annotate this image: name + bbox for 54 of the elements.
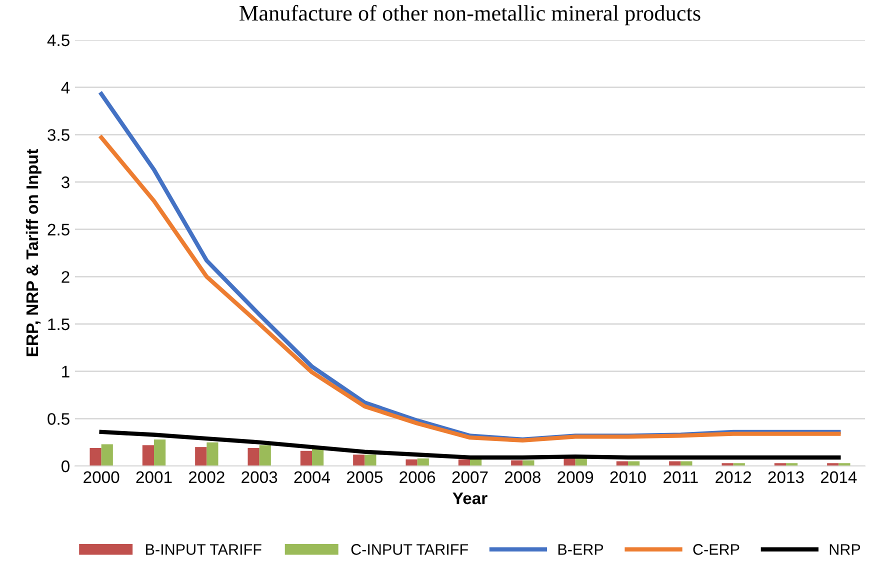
x-tick-label: 2014	[820, 471, 857, 484]
y-tick-label: 0.5	[48, 413, 70, 425]
x-tick-label: 2013	[768, 471, 804, 484]
legend-label: B-INPUT TARIFF	[146, 544, 262, 555]
bar	[312, 448, 324, 466]
x-tick-label: 2005	[346, 471, 383, 484]
bar	[722, 463, 734, 466]
bar	[522, 460, 534, 466]
bar	[90, 448, 102, 466]
bar	[259, 445, 271, 466]
x-tick-label: 2004	[294, 471, 330, 484]
x-tick-label: 2000	[84, 471, 120, 484]
bar	[300, 450, 312, 466]
y-tick-label: 1	[62, 366, 70, 378]
chart-title: Manufacture of other non-metallic mineral products	[240, 4, 700, 26]
bar	[101, 444, 113, 466]
legend-label: B-ERP	[558, 544, 604, 555]
bar	[470, 459, 482, 466]
x-tick-label: 2008	[504, 471, 540, 484]
bar	[458, 459, 470, 466]
bar	[417, 458, 429, 466]
y-tick-label: 1.5	[48, 318, 70, 330]
legend-label: C-ERP	[693, 544, 740, 555]
x-tick-label: 2007	[452, 471, 488, 484]
x-tick-label: 2011	[664, 471, 698, 484]
y-tick-label: 0	[62, 460, 70, 472]
bar	[154, 439, 166, 466]
y-tick-label: 3.5	[48, 129, 70, 141]
line-series	[99, 430, 841, 460]
legend-label: NRP	[830, 544, 860, 555]
y-tick-label: 4.5	[47, 34, 70, 46]
x-tick-label: 2010	[610, 471, 646, 484]
x-tick-label: 2012	[716, 471, 752, 484]
x-tick-label: 2002	[188, 471, 224, 484]
bar	[195, 447, 207, 466]
bar	[206, 442, 218, 466]
bar	[248, 448, 260, 466]
x-tick-label: 2009	[558, 471, 594, 484]
bar	[353, 454, 365, 466]
bar	[406, 459, 418, 466]
bar	[838, 463, 850, 466]
y-tick-label: 3	[62, 176, 70, 188]
x-tick-label: 2003	[242, 471, 278, 484]
x-tick-label: 2006	[400, 471, 436, 484]
bar	[564, 458, 576, 466]
bar	[142, 445, 154, 466]
bar	[364, 454, 376, 466]
y-axis-title: ERP, NRP & Tariff on Input	[26, 149, 42, 356]
y-tick-label: 2.5	[48, 224, 70, 236]
x-axis-title: Year	[452, 492, 488, 504]
y-tick-label: 2	[62, 271, 70, 283]
x-tick-label: 2001	[136, 471, 172, 484]
y-tick-label: 4	[61, 82, 70, 94]
legend-label: C-INPUT TARIFF	[351, 544, 468, 555]
